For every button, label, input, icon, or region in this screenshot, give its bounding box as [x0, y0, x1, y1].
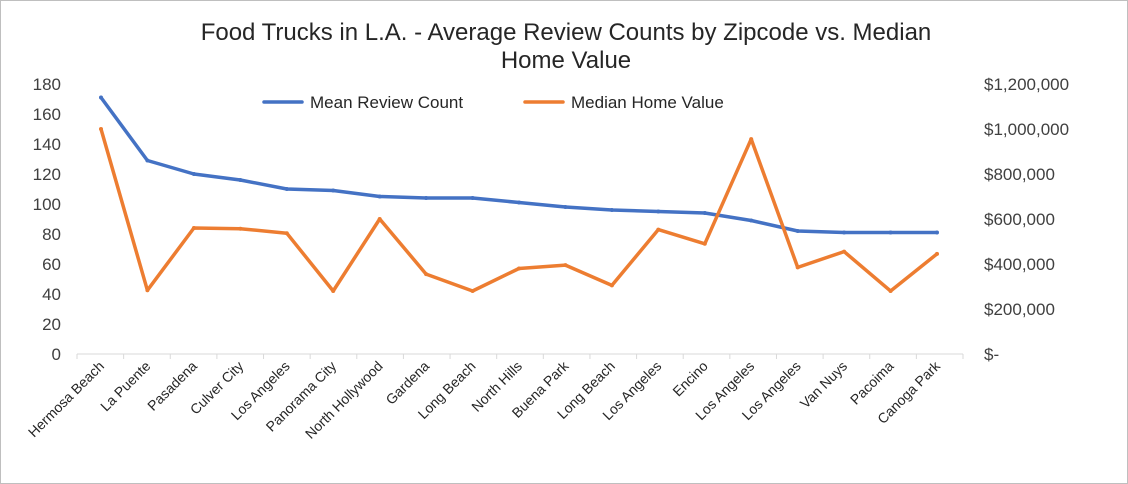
median-home-value-point: [656, 227, 661, 232]
x-category-label: Hermosa Beach: [25, 358, 107, 440]
y-left-tick-label: 60: [42, 255, 61, 274]
mean-review-count-point: [656, 209, 661, 214]
median-home-value-point: [842, 249, 847, 254]
mean-review-count-point: [702, 211, 707, 215]
median-home-value-point: [470, 289, 475, 293]
median-home-value-point: [424, 272, 429, 277]
median-home-value-point: [517, 266, 521, 271]
y-left-tick-label: 180: [33, 75, 61, 94]
mean-review-count-point: [888, 230, 893, 235]
mean-review-count-point: [424, 196, 429, 200]
median-home-value-point: [377, 217, 382, 221]
median-home-value-point: [191, 226, 196, 230]
median-home-value-point: [888, 289, 893, 293]
y-right-tick-label: $1,000,000: [984, 120, 1069, 139]
mean-review-count-point: [842, 230, 847, 235]
y-left-tick-label: 120: [33, 165, 61, 184]
mean-review-count-point: [563, 205, 568, 209]
y-left-tick-label: 100: [33, 195, 61, 214]
mean-review-count-point: [935, 230, 939, 235]
x-category-label: La Puente: [97, 358, 154, 415]
mean-review-count-point: [795, 229, 800, 233]
x-category-label: Encino: [669, 358, 711, 400]
y-left-tick-label: 0: [52, 345, 61, 364]
mean-review-count-point: [331, 188, 336, 193]
y-right-tick-label: $1,200,000: [984, 75, 1069, 94]
mean-review-count-line: [99, 95, 939, 235]
x-category-label: Van Nuys: [797, 358, 851, 412]
y-left-tick-label: 20: [42, 315, 61, 334]
chart-title-line-1: Food Trucks in L.A. - Average Review Cou…: [200, 19, 932, 46]
y-left-tick-label: 40: [42, 285, 61, 304]
mean-review-count-point: [609, 208, 614, 212]
median-home-value-point: [331, 289, 336, 293]
median-home-value-point: [609, 283, 614, 288]
mean-review-count-point: [749, 218, 754, 223]
mean-review-count-point: [377, 194, 382, 199]
median-home-value-point: [749, 137, 754, 142]
y-right-tick-label: $600,000: [984, 210, 1055, 229]
mean-review-count-point: [284, 187, 289, 191]
y-right-tick-label: $400,000: [984, 255, 1055, 274]
mean-review-count-point: [517, 200, 521, 205]
mean-review-count-point: [238, 178, 243, 182]
median-home-value-point: [795, 265, 800, 270]
median-home-value-point: [145, 288, 150, 293]
y-left-tick-label: 160: [33, 105, 61, 124]
mean-review-count-point: [99, 95, 103, 100]
chart-title-line-2: Home Value: [500, 47, 632, 74]
y-right-tick-label: $800,000: [984, 165, 1055, 184]
legend-label-mean-review-count: Mean Review Count: [310, 93, 463, 112]
mean-review-count-point: [145, 158, 150, 163]
median-home-value-point: [99, 127, 103, 131]
y-left-tick-label: 140: [33, 135, 61, 154]
legend-label-median-home-value: Median Home Value: [571, 93, 724, 112]
y-right-tick-label: $200,000: [984, 300, 1055, 319]
y-left-tick-label: 80: [42, 225, 61, 244]
mean-review-count-point: [470, 196, 475, 200]
median-home-value-point: [702, 241, 707, 246]
median-home-value-point: [935, 251, 939, 256]
median-home-value-point: [284, 231, 289, 236]
mean-review-count-point: [191, 172, 196, 176]
chart-title: Food Trucks in L.A. - Average Review Cou…: [141, 19, 991, 75]
median-home-value-point: [238, 226, 243, 231]
y-right-tick-label: $-: [984, 345, 999, 364]
median-home-value-point: [563, 263, 568, 268]
